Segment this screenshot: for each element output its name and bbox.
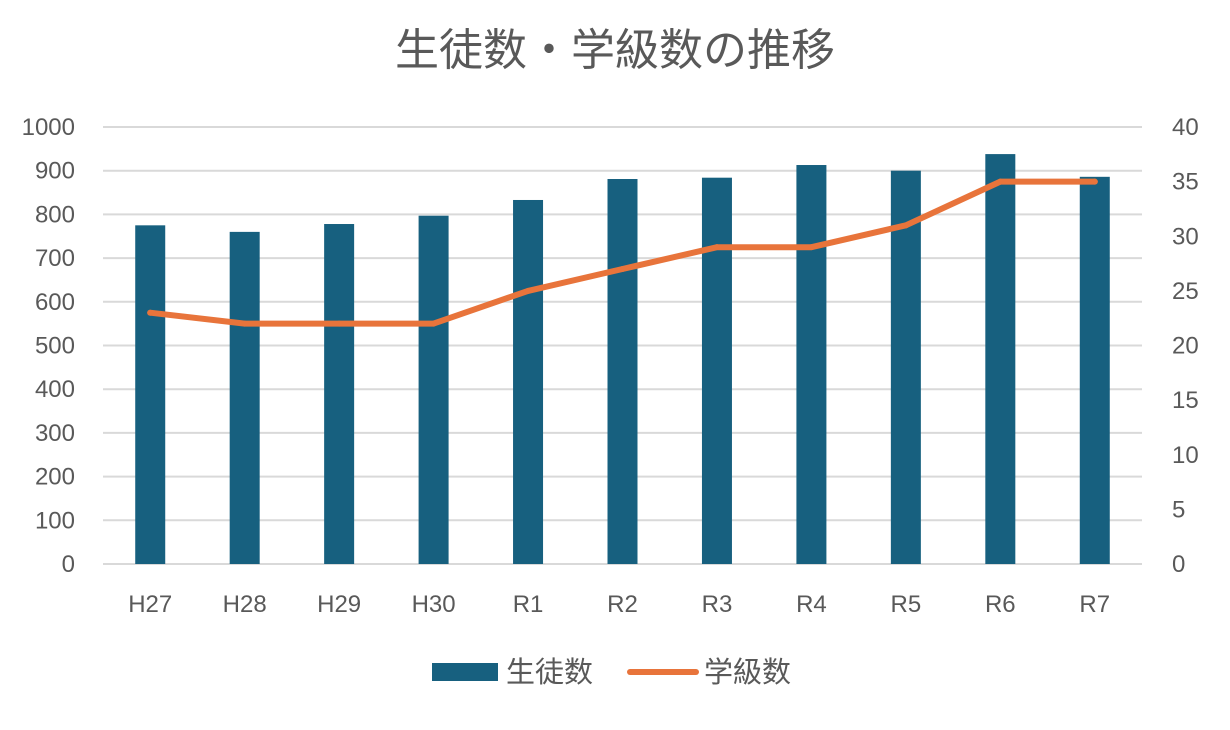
x-axis-tick-label: R7 bbox=[1079, 591, 1110, 618]
line-point bbox=[430, 320, 437, 327]
bar bbox=[890, 170, 921, 564]
line-point bbox=[241, 320, 248, 327]
line-point bbox=[1091, 178, 1098, 185]
left-axis-tick-label: 700 bbox=[35, 245, 75, 272]
left-axis-tick-label: 900 bbox=[35, 158, 75, 185]
right-axis-tick-label: 5 bbox=[1172, 496, 1185, 523]
right-axis-tick-label: 20 bbox=[1172, 333, 1199, 360]
x-axis-tick-label: H28 bbox=[223, 591, 267, 618]
right-axis-tick-label: 10 bbox=[1172, 442, 1199, 469]
line-point bbox=[808, 244, 815, 251]
line-point bbox=[713, 244, 720, 251]
chart-title: 生徒数・学級数の推移 bbox=[395, 25, 835, 76]
legend: 生徒数 学級数 bbox=[432, 655, 791, 689]
right-axis-tick-label: 15 bbox=[1172, 387, 1199, 414]
left-axis-tick-label: 1000 bbox=[22, 114, 75, 141]
legend-label: 生徒数 bbox=[506, 655, 593, 689]
right-axis-tick-label: 30 bbox=[1172, 223, 1199, 250]
bar bbox=[985, 154, 1016, 564]
bar bbox=[324, 224, 355, 564]
line-point bbox=[619, 266, 626, 273]
right-axis-tick-label: 40 bbox=[1172, 114, 1199, 141]
bar bbox=[229, 231, 260, 564]
bar-series bbox=[135, 154, 1110, 565]
left-axis-tick-label: 100 bbox=[35, 507, 75, 534]
bar bbox=[796, 165, 827, 565]
left-axis-tick-label: 300 bbox=[35, 420, 75, 447]
line-point bbox=[525, 287, 532, 294]
x-axis-tick-label: R1 bbox=[513, 591, 544, 618]
left-axis-tick-label: 800 bbox=[35, 201, 75, 228]
x-axis-tick-label: H29 bbox=[317, 591, 361, 618]
legend-swatch-bar bbox=[432, 663, 498, 681]
x-axis-tick-label: R2 bbox=[607, 591, 638, 618]
right-axis-tick-label: 0 bbox=[1172, 551, 1185, 578]
right-axis-tick-label: 35 bbox=[1172, 169, 1199, 196]
x-axis-tick-label: R3 bbox=[702, 591, 733, 618]
x-axis-tick-label: R4 bbox=[796, 591, 827, 618]
bar bbox=[135, 225, 166, 564]
legend-label: 学級数 bbox=[704, 655, 791, 689]
bar bbox=[1079, 176, 1110, 564]
bar bbox=[701, 177, 732, 564]
x-axis-tick-label: H27 bbox=[128, 591, 172, 618]
x-axis-tick-label: R5 bbox=[891, 591, 922, 618]
line-series bbox=[147, 178, 1098, 327]
bar bbox=[513, 199, 544, 564]
line-point bbox=[147, 309, 154, 316]
x-axis: H27 H28 H29 H30 R1 R2 R3 R4 R5 R6 R7 bbox=[128, 591, 1110, 618]
line-point bbox=[336, 320, 343, 327]
right-axis: 0 5 10 15 20 25 30 35 40 bbox=[1172, 114, 1199, 578]
left-axis-tick-label: 500 bbox=[35, 333, 75, 360]
bar bbox=[607, 179, 638, 565]
bar bbox=[418, 215, 449, 564]
line-point bbox=[902, 222, 909, 229]
left-axis-tick-label: 400 bbox=[35, 376, 75, 403]
left-axis: 0 100 200 300 400 500 600 700 800 900 1000 bbox=[22, 114, 75, 578]
x-axis-tick-label: H30 bbox=[412, 591, 456, 618]
x-axis-tick-label: R6 bbox=[985, 591, 1016, 618]
left-axis-tick-label: 0 bbox=[62, 551, 75, 578]
left-axis-tick-label: 200 bbox=[35, 464, 75, 491]
left-axis-tick-label: 600 bbox=[35, 289, 75, 316]
line-point bbox=[997, 178, 1004, 185]
right-axis-tick-label: 25 bbox=[1172, 278, 1199, 305]
